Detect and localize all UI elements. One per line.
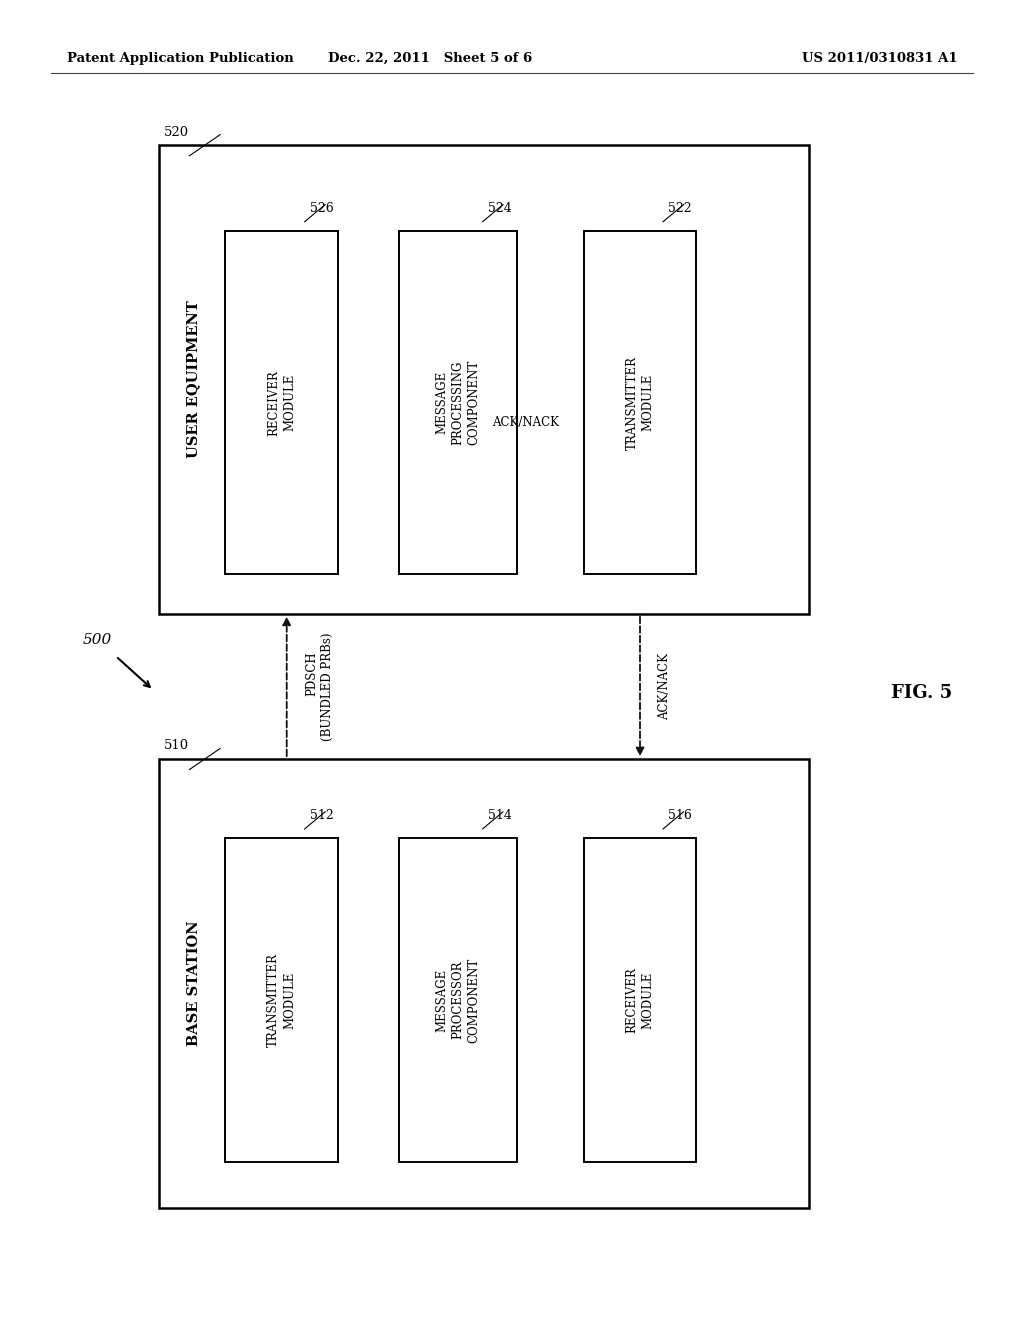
Bar bbox=[225, 838, 338, 1162]
Text: BASE STATION: BASE STATION bbox=[186, 920, 201, 1047]
Text: 520: 520 bbox=[164, 125, 189, 139]
Bar bbox=[159, 759, 809, 1208]
Text: 522: 522 bbox=[668, 202, 692, 215]
Text: 516: 516 bbox=[668, 809, 692, 822]
Text: 514: 514 bbox=[487, 809, 512, 822]
Text: ACK/NACK: ACK/NACK bbox=[492, 416, 559, 429]
Text: TRANSMITTER
MODULE: TRANSMITTER MODULE bbox=[267, 953, 296, 1047]
Bar bbox=[159, 145, 809, 614]
Text: 524: 524 bbox=[487, 202, 511, 215]
Text: PDSCH: PDSCH bbox=[305, 651, 318, 696]
Text: USER EQUIPMENT: USER EQUIPMENT bbox=[186, 301, 201, 458]
Bar bbox=[584, 231, 696, 574]
Bar bbox=[399, 838, 517, 1162]
Text: (BUNDLED PRBs): (BUNDLED PRBs) bbox=[321, 632, 334, 741]
Bar bbox=[399, 231, 517, 574]
Bar bbox=[584, 838, 696, 1162]
Text: MESSAGE
PROCESSOR
COMPONENT: MESSAGE PROCESSOR COMPONENT bbox=[436, 957, 480, 1043]
Text: TRANSMITTER
MODULE: TRANSMITTER MODULE bbox=[626, 355, 654, 450]
Text: Patent Application Publication: Patent Application Publication bbox=[67, 51, 293, 65]
Text: 512: 512 bbox=[309, 809, 334, 822]
Text: 526: 526 bbox=[309, 202, 334, 215]
Text: US 2011/0310831 A1: US 2011/0310831 A1 bbox=[802, 51, 957, 65]
Text: RECEIVER
MODULE: RECEIVER MODULE bbox=[267, 370, 296, 436]
Text: ACK/NACK: ACK/NACK bbox=[658, 653, 672, 719]
Text: Dec. 22, 2011   Sheet 5 of 6: Dec. 22, 2011 Sheet 5 of 6 bbox=[328, 51, 532, 65]
Text: FIG. 5: FIG. 5 bbox=[891, 684, 952, 702]
Text: MESSAGE
PROCESSING
COMPONENT: MESSAGE PROCESSING COMPONENT bbox=[436, 360, 480, 445]
Text: 510: 510 bbox=[164, 739, 189, 752]
Text: RECEIVER
MODULE: RECEIVER MODULE bbox=[626, 968, 654, 1032]
Bar bbox=[225, 231, 338, 574]
Text: 500: 500 bbox=[83, 632, 112, 647]
